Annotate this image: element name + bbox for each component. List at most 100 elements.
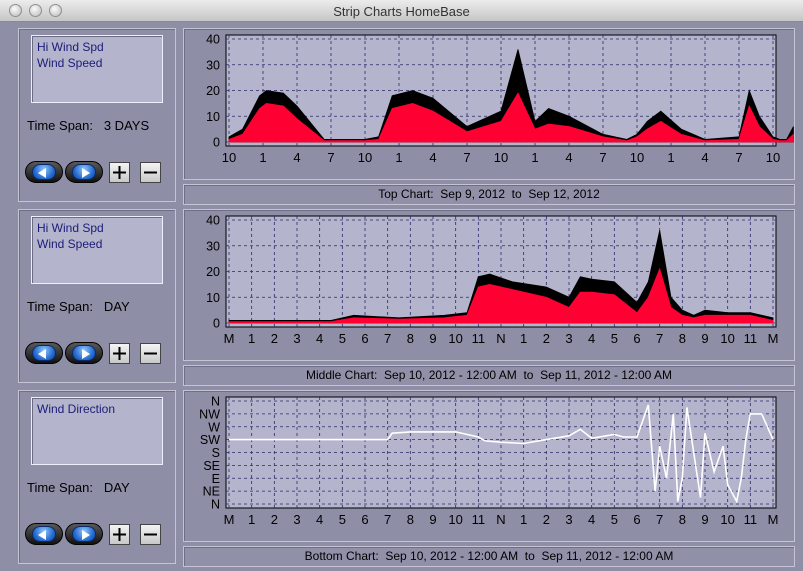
spacer xyxy=(93,118,104,133)
series-label-list[interactable]: Hi Wind Spd Wind Speed xyxy=(31,216,163,284)
y-tick-label: N xyxy=(211,395,220,409)
zoom-out-button[interactable] xyxy=(140,524,161,545)
x-tick-label: 10 xyxy=(448,512,462,527)
x-tick-label: 6 xyxy=(633,512,640,527)
x-tick-label: 4 xyxy=(588,512,595,527)
left-arrow-icon xyxy=(38,530,46,540)
x-tick-label: 10 xyxy=(494,150,508,165)
x-tick-label: 7 xyxy=(384,512,391,527)
next-button[interactable] xyxy=(65,342,103,364)
x-tick-label: 4 xyxy=(701,150,708,165)
x-tick-label: M xyxy=(768,331,779,346)
timespan-label: Time Span: xyxy=(27,480,93,495)
strip-control-panel: Hi Wind Spd Wind Speed Time Span: DAY xyxy=(18,209,176,383)
zoom-window-button[interactable] xyxy=(49,4,62,17)
x-tick-label: M xyxy=(224,331,235,346)
x-tick-label: 7 xyxy=(735,150,742,165)
x-tick-label: 8 xyxy=(679,512,686,527)
x-tick-label: 8 xyxy=(407,331,414,346)
x-tick-label: 2 xyxy=(543,331,550,346)
x-tick-label: 4 xyxy=(316,331,323,346)
y-tick-label: SE xyxy=(203,459,220,473)
strip-control-panel: Hi Wind Spd Wind Speed Time Span: 3 DAYS xyxy=(18,28,176,202)
next-button[interactable] xyxy=(65,161,103,183)
x-tick-label: 10 xyxy=(358,150,372,165)
y-tick-label: 10 xyxy=(206,110,220,124)
timespan-value: DAY xyxy=(103,299,130,314)
x-tick-label: 7 xyxy=(656,512,663,527)
x-tick-label: 2 xyxy=(543,512,550,527)
window-title: Strip Charts HomeBase xyxy=(333,4,470,19)
left-arrow-icon xyxy=(38,168,46,178)
x-tick-label: 7 xyxy=(327,150,334,165)
series-area-wind-speed xyxy=(228,267,774,324)
plus-icon xyxy=(113,166,126,179)
chart-caption: Middle Chart: Sep 10, 2012 - 12:00 AM to… xyxy=(183,365,795,386)
x-tick-label: 6 xyxy=(633,331,640,346)
next-button[interactable] xyxy=(65,523,103,545)
x-tick-label: 10 xyxy=(766,150,780,165)
minus-icon xyxy=(144,171,157,174)
timespan-value: DAY xyxy=(103,480,130,495)
x-tick-label: 1 xyxy=(248,331,255,346)
zoom-out-button[interactable] xyxy=(140,162,161,183)
zoom-in-button[interactable] xyxy=(109,524,130,545)
x-tick-label: 11 xyxy=(472,331,486,346)
chart-panel: 10 1 4 7 10 1 4 7 10 1 4 7 10 1 4 7 10 0 10 20 30 40 xyxy=(183,28,795,180)
x-tick-label: 5 xyxy=(611,331,618,346)
x-tick-label: 9 xyxy=(701,512,708,527)
x-tick-label: 7 xyxy=(384,331,391,346)
x-tick-label: 1 xyxy=(259,150,266,165)
left-arrow-icon xyxy=(38,349,46,359)
x-tick-label: 10 xyxy=(720,331,734,346)
x-tick-label: 8 xyxy=(407,512,414,527)
x-tick-label: N xyxy=(496,512,505,527)
series-label: Wind Speed xyxy=(37,237,103,251)
timespan-row: Time Span: DAY xyxy=(27,299,130,314)
x-tick-label: 8 xyxy=(679,331,686,346)
x-tick-label: 1 xyxy=(531,150,538,165)
x-tick-label: 1 xyxy=(520,512,527,527)
x-tick-label: 3 xyxy=(293,512,300,527)
x-tick-label: N xyxy=(496,331,505,346)
x-tick-label: 10 xyxy=(448,331,462,346)
prev-button[interactable] xyxy=(25,342,63,364)
prev-button[interactable] xyxy=(25,523,63,545)
timespan-row: Time Span: DAY xyxy=(27,480,130,495)
strip-chart: M 1 2 3 4 5 6 7 8 9 10 11 N 1 2 3 4 5 6 7 8 9 10 11 MNNEESESSWWN… xyxy=(199,395,778,528)
strip-charts-content: Hi Wind Spd Wind Speed Time Span: 3 DAYS 10… xyxy=(0,22,803,571)
series-label: Hi Wind Spd xyxy=(37,221,104,235)
x-tick-label: 9 xyxy=(429,331,436,346)
zoom-in-button[interactable] xyxy=(109,343,130,364)
series-label-list[interactable]: Wind Direction xyxy=(31,397,163,465)
zoom-in-button[interactable] xyxy=(109,162,130,183)
x-tick-label: 7 xyxy=(656,331,663,346)
series-label: Wind Speed xyxy=(37,56,103,70)
prev-button[interactable] xyxy=(25,161,63,183)
minus-icon xyxy=(144,352,157,355)
close-window-button[interactable] xyxy=(9,4,22,17)
series-area-hi-wind-spd xyxy=(228,49,794,143)
timespan-label: Time Span: xyxy=(27,299,93,314)
y-tick-label: N xyxy=(211,498,220,512)
x-tick-label: 7 xyxy=(463,150,470,165)
right-arrow-icon xyxy=(82,349,90,359)
x-tick-label: 2 xyxy=(271,512,278,527)
zoom-out-button[interactable] xyxy=(140,343,161,364)
y-tick-label: 0 xyxy=(213,317,220,331)
x-tick-label: 10 xyxy=(630,150,644,165)
chart-panel: M 1 2 3 4 5 6 7 8 9 10 11 N 1 2 3 4 5 6 7 8 9 10 11 M N NE E SE S SW W N… xyxy=(183,390,795,542)
x-tick-label: 5 xyxy=(611,512,618,527)
title-bar: Strip Charts HomeBase xyxy=(0,0,803,22)
minimize-window-button[interactable] xyxy=(29,4,42,17)
chart-panel: M 1 2 3 4 5 6 7 8 9 10 11 N 1 2 3 4 5 6 7 8 9 10 11 M 0 10 20 30 40 xyxy=(183,209,795,361)
y-tick-label: 20 xyxy=(206,265,220,279)
y-tick-label: SW xyxy=(200,433,220,447)
minus-icon xyxy=(144,533,157,536)
spacer xyxy=(93,299,104,314)
strip-control-panel: Wind Direction Time Span: DAY xyxy=(18,390,176,564)
timespan-row: Time Span: 3 DAYS xyxy=(27,118,149,133)
series-label-list[interactable]: Hi Wind Spd Wind Speed xyxy=(31,35,163,103)
series-area-wind-speed xyxy=(228,92,794,143)
